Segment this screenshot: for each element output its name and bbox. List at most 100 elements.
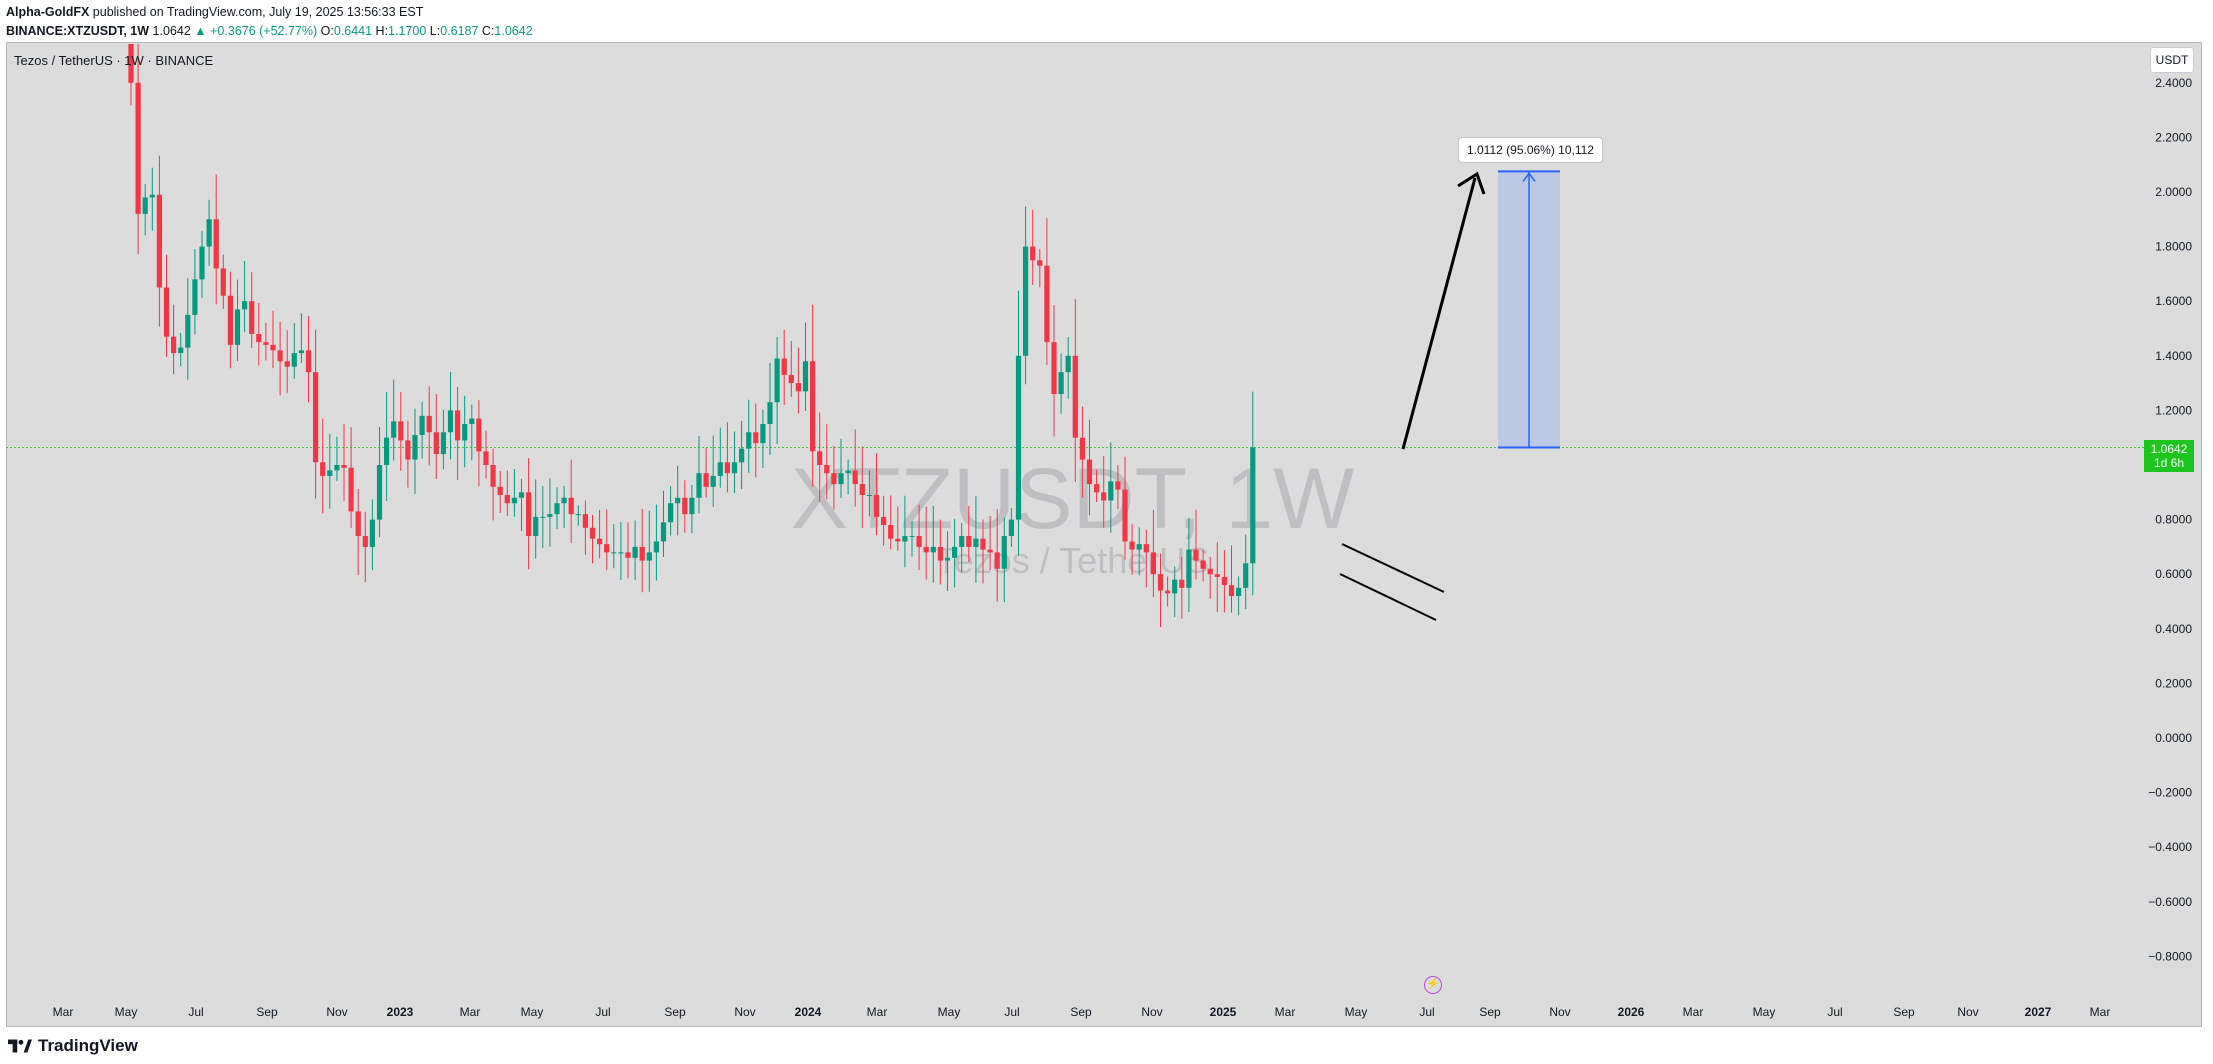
y-tick-label: −0.6000 xyxy=(2148,895,2192,909)
candle-body xyxy=(455,410,461,441)
x-tick-label: Mar xyxy=(1683,1005,1704,1019)
candle-body xyxy=(1221,576,1227,586)
candle-body xyxy=(199,246,205,280)
candle-body xyxy=(937,546,943,561)
candle-body xyxy=(781,358,787,375)
candle-body xyxy=(1023,246,1029,356)
candle-body xyxy=(767,402,773,425)
candle-body xyxy=(376,465,383,520)
candle-body xyxy=(249,301,255,334)
candle-body xyxy=(1207,568,1213,575)
x-tick-label: 2026 xyxy=(1618,1005,1645,1019)
x-tick-label: May xyxy=(521,1005,544,1019)
candle-body xyxy=(866,495,872,497)
candle-body xyxy=(653,541,659,553)
candle-body xyxy=(362,535,368,547)
candle-body xyxy=(192,279,198,315)
candle-body xyxy=(1200,560,1206,569)
candle-body xyxy=(469,418,475,425)
measure-label[interactable]: 1.0112 (95.06%) 10,112 xyxy=(1458,137,1603,163)
candle-body xyxy=(1214,574,1220,577)
candle-body xyxy=(426,415,432,433)
candle-body xyxy=(419,415,425,435)
last-price: 1.0642 xyxy=(152,24,191,38)
candle-body xyxy=(1136,544,1142,550)
candle-body xyxy=(1094,484,1100,493)
candle-body xyxy=(234,309,241,345)
candle-body xyxy=(369,519,375,547)
candle-body xyxy=(774,358,780,403)
candle-body xyxy=(384,437,390,465)
candle-body xyxy=(1129,541,1135,550)
candle-body xyxy=(717,462,723,476)
close-value: 1.0642 xyxy=(494,24,533,38)
candle-body xyxy=(171,336,177,354)
candle-body xyxy=(973,538,979,547)
x-tick-label: Mar xyxy=(1275,1005,1296,1019)
tradingview-logo-icon xyxy=(8,1039,32,1053)
current-price-tag: 1.0642 1d 6h xyxy=(2144,440,2194,472)
candle-body xyxy=(589,527,596,539)
x-tick-label: Nov xyxy=(1141,1005,1162,1019)
candle-body xyxy=(412,434,418,460)
candle-body xyxy=(149,194,155,198)
channel-upper-line xyxy=(1341,543,1445,593)
y-tick-label: 0.8000 xyxy=(2155,513,2192,527)
candle-body xyxy=(447,410,454,433)
candle-body xyxy=(504,495,510,504)
candle-body xyxy=(476,418,482,452)
tradingview-logo[interactable]: TradingView xyxy=(8,1036,138,1056)
candle-body xyxy=(1236,587,1242,597)
candle-body xyxy=(440,432,446,455)
current-price-value: 1.0642 xyxy=(2150,442,2188,456)
open-label: O: xyxy=(320,24,334,38)
x-tick-label: 2027 xyxy=(2025,1005,2052,1019)
candle-body xyxy=(1250,447,1256,564)
candle-body xyxy=(341,465,347,468)
candle-body xyxy=(575,514,581,516)
candle-body xyxy=(930,546,936,553)
candle-body xyxy=(987,549,993,553)
candle-body xyxy=(696,473,702,498)
candle-body xyxy=(1086,459,1093,485)
candle-body xyxy=(178,347,184,354)
candle-body xyxy=(1079,437,1085,460)
y-tick-label: 1.4000 xyxy=(2155,349,2192,363)
candle-body xyxy=(533,516,539,536)
close-label: C: xyxy=(481,24,495,38)
candle-body xyxy=(660,522,667,542)
candle-body xyxy=(320,462,326,476)
y-tick-label: 1.8000 xyxy=(2155,240,2192,254)
x-tick-label: Mar xyxy=(460,1005,481,1019)
candle-body xyxy=(433,432,439,455)
y-tick-label: 0.4000 xyxy=(2155,622,2192,636)
candle-body xyxy=(1228,585,1235,597)
author-name[interactable]: Alpha-GoldFX xyxy=(6,5,90,19)
flash-icon[interactable]: ⚡ xyxy=(1424,976,1442,994)
candle-body xyxy=(1193,549,1199,561)
candle-body xyxy=(348,467,354,512)
y-tick-label: 1.6000 xyxy=(2155,294,2192,308)
candle-body xyxy=(888,525,894,539)
candle-body xyxy=(163,287,170,337)
candle-body xyxy=(1101,492,1107,501)
candle-body xyxy=(824,465,830,474)
x-tick-label: Sep xyxy=(664,1005,686,1019)
candle-body xyxy=(597,538,603,545)
author-line: Alpha-GoldFX published on TradingView.co… xyxy=(6,3,533,22)
candle-body xyxy=(845,470,851,474)
candle-body xyxy=(710,475,716,487)
candle-body xyxy=(980,538,986,550)
candle-body xyxy=(540,516,546,518)
candle-body xyxy=(1165,590,1171,594)
candle-body xyxy=(1172,579,1178,594)
candle-body xyxy=(526,492,532,536)
candle-body xyxy=(1122,489,1128,542)
x-tick-label: Jul xyxy=(595,1005,610,1019)
projection-arrow xyxy=(1401,177,1477,450)
currency-selector[interactable]: USDT xyxy=(2150,47,2194,73)
x-tick-label: Mar xyxy=(2090,1005,2111,1019)
candle-body xyxy=(518,492,525,498)
candle-body xyxy=(490,465,496,487)
